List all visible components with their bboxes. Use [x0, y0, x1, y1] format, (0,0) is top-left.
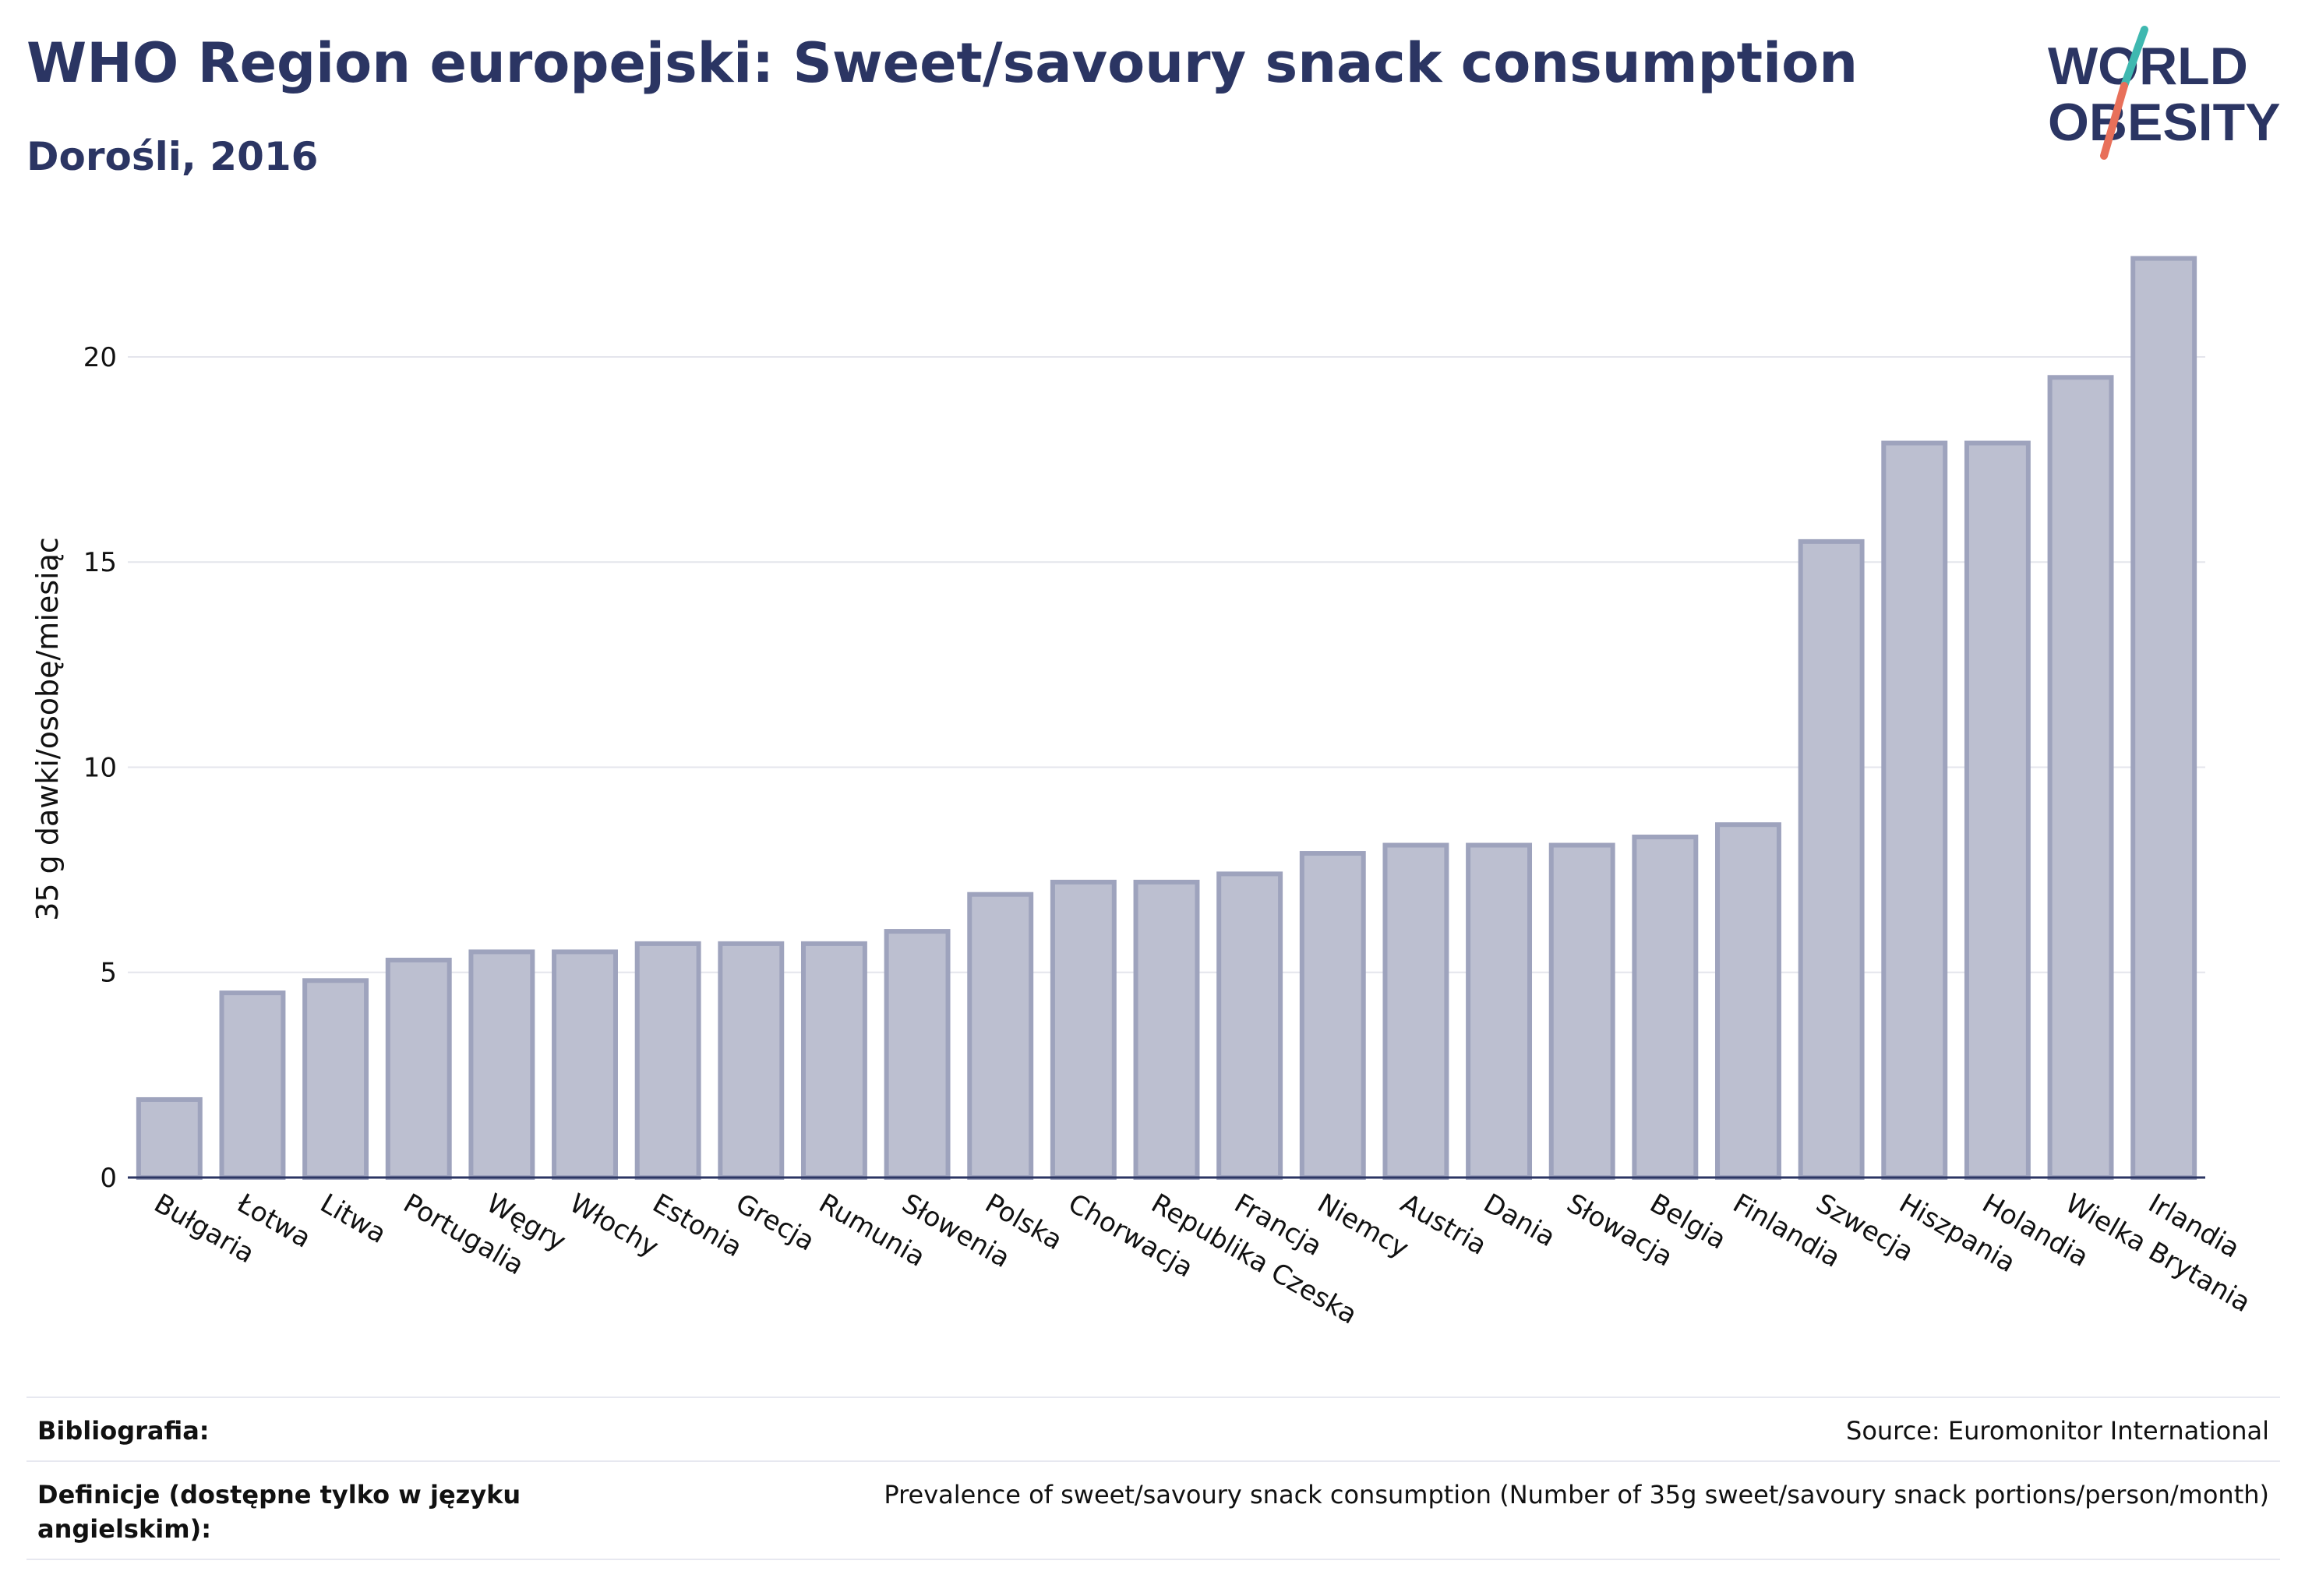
y-tick-label: 0: [100, 1163, 117, 1194]
x-tick-label: Grecja: [730, 1188, 820, 1257]
page-subtitle: Dorośli, 2016: [26, 134, 319, 179]
bar: [634, 941, 701, 1180]
bar: [1382, 842, 1449, 1180]
bar: [1548, 842, 1615, 1180]
bar: [967, 892, 1034, 1180]
y-tick-label: 15: [83, 547, 117, 578]
bar: [385, 957, 452, 1180]
bar: [1466, 842, 1533, 1180]
bar: [302, 978, 369, 1180]
page-title: WHO Region europejski: Sweet/savoury sna…: [26, 31, 1858, 95]
y-tick-label: 20: [83, 342, 117, 373]
logo-line2: OBESITY: [2048, 93, 2281, 152]
bar: [1964, 440, 2031, 1180]
bibliography-value: Source: Euromonitor International: [1846, 1416, 2269, 1446]
footer-row-definitions: Definicje (dostępne tylko w języku angie…: [26, 1460, 2280, 1560]
logo-slash-coral: [2100, 82, 2128, 160]
bar: [718, 941, 785, 1180]
bar: [1299, 851, 1366, 1181]
bar: [2047, 375, 2114, 1181]
x-tick-label: Austria: [1395, 1188, 1491, 1262]
bar: [884, 929, 951, 1180]
bar: [136, 1096, 203, 1180]
x-tick-label: Dania: [1478, 1188, 1561, 1253]
bar: [468, 949, 535, 1181]
definitions-label: Definicje (dostępne tylko w języku angie…: [37, 1480, 521, 1544]
bar: [1216, 871, 1283, 1180]
definitions-value: Prevalence of sweet/savoury snack consum…: [884, 1480, 2269, 1509]
bar: [1133, 879, 1200, 1180]
y-tick-label: 5: [100, 958, 117, 989]
x-tick-label: Litwa: [315, 1188, 391, 1250]
bar: [1798, 538, 1865, 1180]
y-axis-label: 35 g dawki/osobę/miesiąc: [30, 537, 65, 921]
bar: [1632, 834, 1699, 1180]
logo-line1: WORLD: [2048, 37, 2248, 96]
bar: [1050, 879, 1117, 1180]
x-tick-label: Niemcy: [1312, 1188, 1414, 1265]
logo-slash-teal: [2120, 26, 2148, 90]
bar: [552, 949, 618, 1181]
bibliography-label: Bibliografia:: [37, 1416, 210, 1446]
bar: [1715, 822, 1781, 1180]
x-tick-label: Włochy: [564, 1188, 664, 1263]
bar: [1881, 440, 1948, 1180]
y-tick-labels: 0 5 10 15 20: [83, 342, 117, 1194]
x-tick-label: Estonia: [648, 1188, 747, 1263]
world-obesity-logo: WORLD OBESITY: [2048, 26, 2281, 160]
y-tick-label: 10: [83, 752, 117, 783]
bar: [800, 941, 867, 1180]
bars: [136, 256, 2197, 1181]
bar: [2130, 256, 2197, 1180]
bar: [219, 990, 286, 1180]
footer-row-bibliography: Bibliografia: Source: Euromonitor Intern…: [26, 1396, 2280, 1462]
